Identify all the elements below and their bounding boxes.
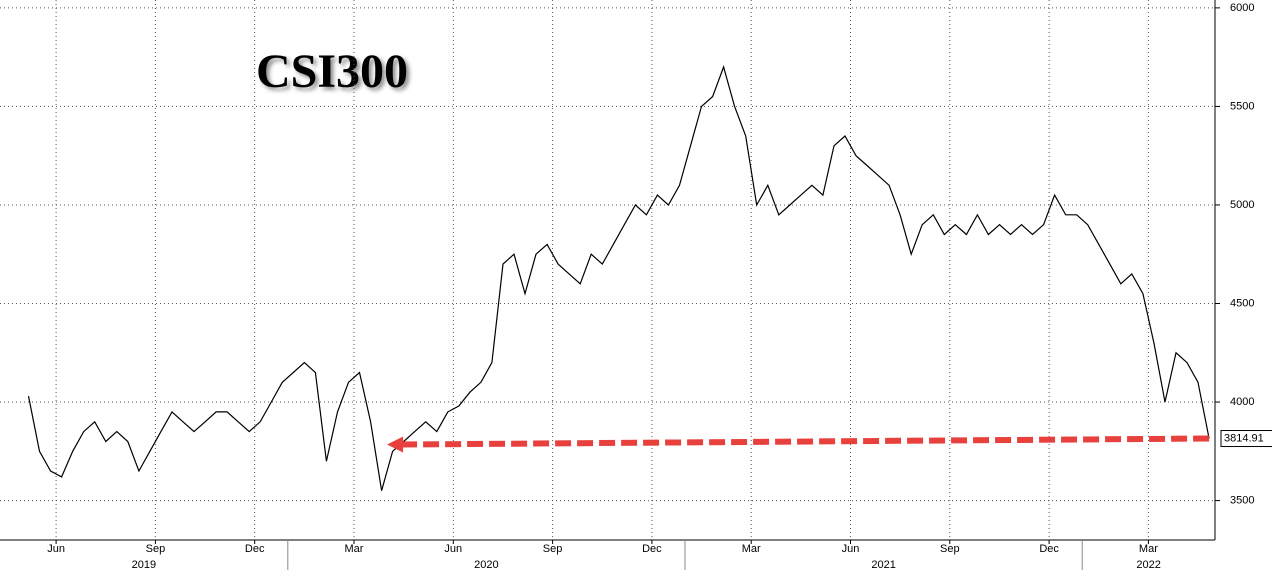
y-tick-label: 5500 — [1230, 100, 1254, 112]
year-label: 2021 — [871, 559, 895, 570]
y-tick-label: 6000 — [1230, 2, 1254, 14]
year-label: 2020 — [474, 559, 498, 570]
x-tick-label: Sep — [543, 543, 563, 555]
year-label: 2019 — [132, 559, 156, 570]
chart-title: CSI300 — [256, 45, 408, 98]
annotation-arrowhead — [387, 436, 404, 453]
x-tick-label: Jun — [47, 543, 65, 555]
y-tick-label: 4500 — [1230, 297, 1254, 309]
y-tick-label: 5000 — [1230, 199, 1254, 211]
last-value-label: 3814.91 — [1224, 432, 1264, 444]
year-label: 2022 — [1136, 559, 1160, 570]
x-tick-label: Jun — [842, 543, 860, 555]
line-series — [27, 65, 1210, 491]
x-tick-label: Jun — [444, 543, 462, 555]
x-tick-label: Dec — [245, 543, 265, 555]
x-tick-label: Dec — [642, 543, 662, 555]
x-tick-label: Dec — [1039, 543, 1059, 555]
annotation-arrow — [401, 435, 1210, 448]
x-tick-label: Mar — [1139, 543, 1158, 555]
y-tick-label: 3500 — [1230, 494, 1254, 506]
last-value-box — [1220, 430, 1272, 448]
x-tick-label: Sep — [146, 543, 166, 555]
x-tick-label: Mar — [345, 543, 364, 555]
y-tick-label: 4000 — [1230, 396, 1254, 408]
x-tick-label: Sep — [940, 543, 960, 555]
x-tick-label: Mar — [742, 543, 761, 555]
